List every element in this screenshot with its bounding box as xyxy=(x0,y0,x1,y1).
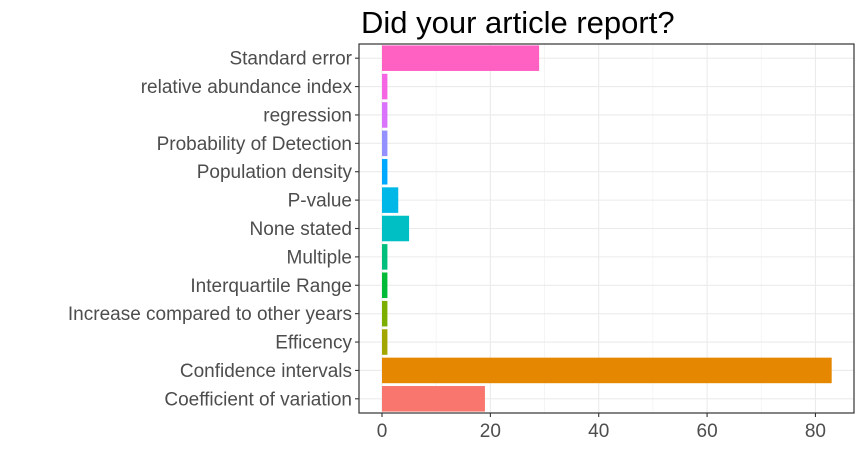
bar xyxy=(382,45,540,71)
y-tick-label: Confidence intervals xyxy=(180,361,352,382)
y-tick-label: regression xyxy=(263,105,352,126)
x-tick-label: 80 xyxy=(805,421,826,442)
bar xyxy=(382,357,832,384)
bar xyxy=(382,272,388,299)
bar xyxy=(382,215,410,242)
y-tick-label: Coefficient of variation xyxy=(164,389,352,410)
y-tick-label: Population density xyxy=(197,162,353,183)
axes: Standard error relative abundance index re… xyxy=(68,49,826,442)
x-tick-label: 0 xyxy=(377,421,388,442)
y-tick-label: Interquartile Range xyxy=(190,276,352,297)
bars xyxy=(382,45,832,412)
bar xyxy=(382,300,388,327)
y-tick-label: Efficency xyxy=(275,333,352,354)
x-tick-label: 60 xyxy=(697,421,718,442)
y-tick-label: Probability of Detection xyxy=(157,134,352,155)
y-tick-label: Increase compared to other years xyxy=(68,304,352,325)
x-tick-label: 20 xyxy=(480,421,501,442)
y-tick-label: None stated xyxy=(250,219,352,240)
y-tick-label: relative abundance index xyxy=(141,77,353,98)
bar xyxy=(382,158,388,185)
bar xyxy=(382,244,388,270)
bar xyxy=(382,73,388,100)
bar xyxy=(382,187,399,213)
chart-title: Did your article report? xyxy=(361,5,675,40)
y-tick-label: Standard error xyxy=(229,49,352,70)
bar xyxy=(382,386,485,412)
x-tick-label: 40 xyxy=(588,421,609,442)
bar xyxy=(382,329,388,355)
y-tick-label: P-value xyxy=(288,191,352,212)
bar xyxy=(382,130,388,157)
y-tick-label: Multiple xyxy=(287,247,352,268)
grid-lines xyxy=(359,44,854,413)
bar xyxy=(382,102,388,128)
